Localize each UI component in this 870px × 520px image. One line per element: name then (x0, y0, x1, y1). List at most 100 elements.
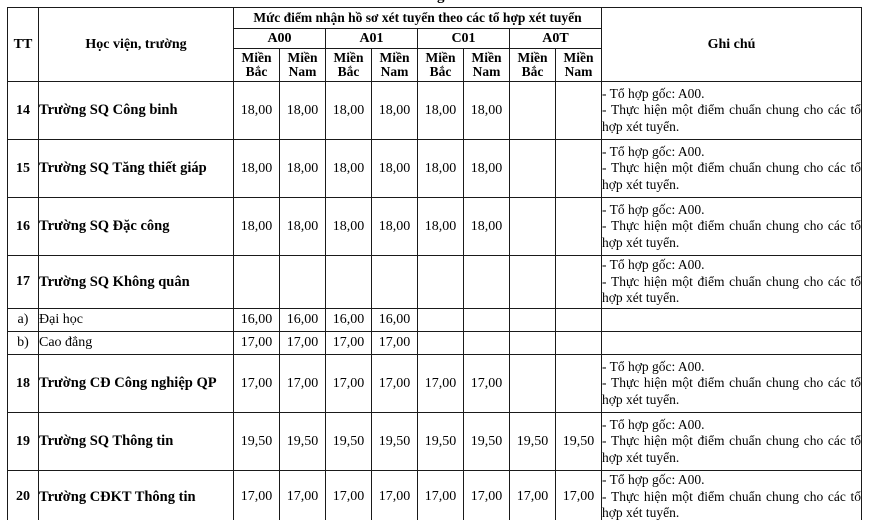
score-cell (509, 331, 556, 355)
note-cell: - Tổ hợp gốc: A00. - Thực hiện một điểm … (601, 255, 862, 309)
score-cell: 18,00 (371, 81, 418, 140)
school-name: Trường SQ Thông tin (38, 412, 234, 471)
score-cell: 17,00 (371, 470, 418, 520)
school-name: Đại học (38, 308, 234, 332)
note-line: - Tổ hợp gốc: A00. (602, 472, 705, 488)
header-group-a01: A01 (325, 28, 418, 49)
header-cell-note: Ghi chú (601, 7, 862, 82)
note-line: - Thực hiện một điểm chuẩn chung cho các… (602, 273, 861, 306)
score-cell: 19,50 (325, 412, 372, 471)
score-cell: 17,00 (463, 470, 510, 520)
score-cell: 17,00 (279, 470, 326, 520)
score-cell: 18,00 (417, 139, 464, 198)
note-cell: - Tổ hợp gốc: A00. - Thực hiện một điểm … (601, 412, 862, 471)
note-cell (601, 331, 862, 355)
header-region-south: Miền Nam (554, 48, 603, 82)
score-cell: 16,00 (279, 308, 326, 332)
score-cell (509, 139, 556, 198)
school-name: Trường CĐ Công nghiệp QP (38, 354, 234, 413)
score-cell: 19,50 (463, 412, 510, 471)
note-cell: - Tổ hợp gốc: A00. - Thực hiện một điểm … (601, 470, 862, 520)
note-cell: - Tổ hợp gốc: A00. - Thực hiện một điểm … (601, 81, 862, 140)
score-cell (509, 81, 556, 140)
score-cell: 17,00 (371, 331, 418, 355)
header-region-north: Miền Bắc (509, 48, 556, 82)
score-cell (417, 255, 464, 309)
score-cell: 17,00 (554, 470, 603, 520)
note-cell (601, 308, 862, 332)
score-cell: 18,00 (463, 81, 510, 140)
score-cell (509, 354, 556, 413)
score-cell: 17,00 (233, 354, 280, 413)
note-cell: - Tổ hợp gốc: A00. - Thực hiện một điểm … (601, 354, 862, 413)
score-cell (554, 81, 603, 140)
score-cell: 17,00 (233, 470, 280, 520)
score-cell (325, 255, 372, 309)
note-line: - Thực hiện một điểm chuẩn chung cho các… (602, 102, 861, 134)
school-name: Trường SQ Không quân (38, 255, 234, 309)
score-cell: 17,00 (325, 470, 372, 520)
score-cell (554, 197, 603, 256)
cropped-text-fragment: g (437, 0, 453, 6)
school-name: Cao đẳng (38, 331, 234, 355)
score-cell (509, 197, 556, 256)
header-region-south: Miền Nam (279, 48, 326, 82)
note-line: - Thực hiện một điểm chuẩn chung cho các… (602, 160, 861, 192)
row-number: 17 (7, 255, 39, 309)
score-cell: 17,00 (279, 331, 326, 355)
note-line: - Thực hiện một điểm chuẩn chung cho các… (602, 375, 861, 407)
table-row: 19 Trường SQ Thông tin 19,50 19,50 19,50… (7, 412, 862, 471)
table-row: 20 Trường CĐKT Thông tin 17,00 17,00 17,… (7, 470, 862, 520)
table-row: 17 Trường SQ Không quân - Tổ hợp gốc: A0… (7, 255, 862, 309)
note-line: - Tổ hợp gốc: A00. (602, 85, 705, 101)
header-group-a00: A00 (233, 28, 326, 49)
row-number: a) (7, 308, 39, 332)
admission-score-table: TT Học viện, trường Mức điểm nhận hồ sơ … (7, 7, 862, 520)
score-cell (554, 255, 603, 309)
school-name: Trường SQ Tăng thiết giáp (38, 139, 234, 198)
note-line: - Tổ hợp gốc: A00. (602, 201, 705, 217)
score-cell (417, 331, 464, 355)
score-cell: 17,00 (233, 331, 280, 355)
header-region-north: Miền Bắc (417, 48, 464, 82)
header-region-south: Miền Nam (371, 48, 418, 82)
header-region-south: Miền Nam (463, 48, 510, 82)
score-cell: 17,00 (509, 470, 556, 520)
score-cell: 18,00 (233, 197, 280, 256)
table-row: a) Đại học 16,00 16,00 16,00 16,00 (7, 308, 862, 332)
school-name: Trường CĐKT Thông tin (38, 470, 234, 520)
score-cell (554, 308, 603, 332)
table-header: TT Học viện, trường Mức điểm nhận hồ sơ … (7, 7, 862, 82)
table-row: 16 Trường SQ Đặc công 18,00 18,00 18,00 … (7, 197, 862, 256)
score-cell: 18,00 (279, 139, 326, 198)
score-cell: 17,00 (325, 354, 372, 413)
score-cell: 18,00 (417, 197, 464, 256)
score-cell: 17,00 (417, 470, 464, 520)
row-number: 18 (7, 354, 39, 413)
row-number: 16 (7, 197, 39, 256)
score-cell: 18,00 (325, 197, 372, 256)
score-cell (417, 308, 464, 332)
score-cell: 18,00 (371, 139, 418, 198)
score-cell: 18,00 (279, 81, 326, 140)
score-cell (463, 255, 510, 309)
score-cell: 17,00 (371, 354, 418, 413)
header-group-a0t: A0T (508, 28, 603, 49)
note-line: - Tổ hợp gốc: A00. (602, 358, 705, 374)
header-cell-tt: TT (7, 7, 39, 82)
header-region-north: Miền Bắc (325, 48, 372, 82)
score-cell: 18,00 (325, 81, 372, 140)
header-cell-school: Học viện, trường (38, 7, 234, 82)
score-cell (554, 354, 603, 413)
header-region-north: Miền Bắc (233, 48, 280, 82)
score-cell: 18,00 (325, 139, 372, 198)
score-cell: 19,50 (279, 412, 326, 471)
note-line: - Tổ hợp gốc: A00. (602, 257, 705, 273)
score-cell: 17,00 (325, 331, 372, 355)
score-cell: 18,00 (417, 81, 464, 140)
note-line: - Thực hiện một điểm chuẩn chung cho các… (602, 433, 861, 465)
note-line: - Thực hiện một điểm chuẩn chung cho các… (602, 218, 861, 250)
score-cell: 16,00 (233, 308, 280, 332)
note-cell: - Tổ hợp gốc: A00. - Thực hiện một điểm … (601, 139, 862, 198)
